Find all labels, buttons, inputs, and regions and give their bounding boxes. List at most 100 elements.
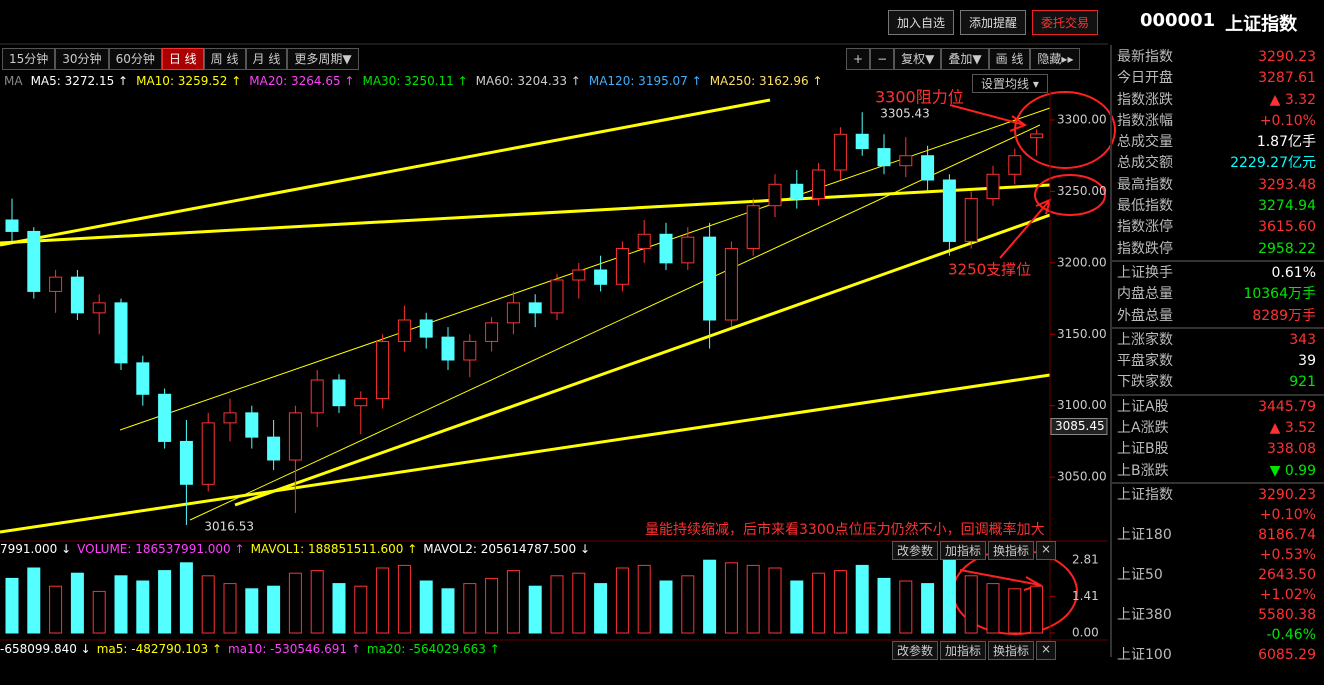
arrow	[959, 569, 1043, 591]
quote-label: 外盘总量	[1117, 307, 1173, 324]
period-button[interactable]: 更多周期▼	[287, 48, 359, 70]
index-value: 6085.29	[1258, 646, 1316, 663]
ma-settings-button[interactable]: 设置均线 ▾	[972, 74, 1048, 93]
quote-row: 上证A股 3445.79	[1112, 397, 1324, 418]
volume-bar	[528, 585, 542, 634]
ma-legend: MA MA5: 3272.15 ↑ MA10: 3259.52 ↑ MA20: 326…	[4, 74, 823, 88]
top-button[interactable]: 加入自选	[888, 10, 955, 35]
index-name: 上证100	[1117, 646, 1172, 663]
candle-body	[1008, 155, 1022, 175]
period-button[interactable]: 日 线	[161, 48, 204, 70]
annotation: 量能持续缩减，后市来看3300点位压力仍然不小，回调概率加大	[645, 521, 1045, 538]
trend-line	[189, 124, 1041, 521]
index-change: -0.46%	[1266, 626, 1316, 643]
candle-body	[201, 422, 215, 485]
period-button[interactable]: 30分钟	[55, 48, 109, 70]
quote-row: 指数涨停 3615.60	[1112, 217, 1324, 238]
index-row: -0.46%	[1117, 625, 1316, 645]
index-change: +0.53%	[1259, 546, 1316, 563]
volume-bar	[201, 575, 215, 634]
tool-button[interactable]: 叠加▼	[941, 48, 989, 70]
candle-body	[986, 173, 1000, 200]
quote-label: 指数跌停	[1117, 240, 1173, 257]
index-row: +0.53%	[1117, 545, 1316, 565]
quote-value: 0.61%	[1271, 264, 1316, 281]
indicator-button[interactable]: 加指标	[940, 641, 987, 660]
candle-body	[288, 412, 302, 461]
volume-bar	[288, 572, 302, 634]
volume-bar	[267, 585, 281, 634]
quote-value: 39	[1298, 353, 1316, 370]
period-button[interactable]: 周 线	[203, 48, 246, 70]
arrow	[949, 104, 1028, 132]
quote-panel: 最新指数 3290.23 今日开盘 3287.61 指数涨跌 ▲ 3.32 指数涨幅 +0.1…	[1110, 45, 1324, 663]
candle-body	[49, 276, 63, 292]
quote-row: 下跌家数 921	[1112, 372, 1324, 393]
candle-body	[136, 362, 150, 395]
tool-button[interactable]: +	[846, 48, 871, 70]
quote-row: 最新指数 3290.23	[1112, 47, 1324, 68]
quote-row: 总成交额 2229.27亿元	[1112, 153, 1324, 174]
quote-value: ▲ 3.52	[1269, 420, 1316, 437]
y-tick-label: 3150.00	[1057, 327, 1107, 341]
period-button[interactable]: 15分钟	[2, 48, 56, 70]
index-name: 上证180	[1117, 526, 1172, 543]
volume-bar	[485, 577, 499, 634]
index-value: 3290.23	[1258, 486, 1316, 503]
indicator-button[interactable]: 改参数	[892, 541, 939, 560]
indicator-button[interactable]: 换指标	[988, 641, 1035, 660]
quote-label: 上B涨跌	[1117, 462, 1169, 479]
index-row: 上证指数 3290.23	[1117, 485, 1316, 505]
quote-label: 最高指数	[1117, 176, 1173, 193]
top-buttons: 加入自选 添加提醒 委托交易	[888, 10, 1099, 35]
indicator-value: ma10: -530546.691 ↑	[228, 642, 361, 656]
indicator-button[interactable]: ×	[1036, 641, 1057, 660]
volume-bar	[397, 564, 411, 634]
indicator-button[interactable]: ×	[1036, 541, 1057, 560]
top-button[interactable]: 添加提醒	[960, 10, 1027, 35]
trend-line	[0, 183, 1051, 245]
volume-bar	[659, 580, 673, 634]
candle-body	[637, 233, 651, 250]
top-button[interactable]: 委托交易	[1032, 10, 1099, 35]
indicator-buttons: 改参数 加指标 换指标 ×	[892, 541, 1057, 560]
candle-body	[768, 183, 782, 207]
tool-button[interactable]: 隐藏▸▸	[1030, 48, 1081, 70]
candle-body	[899, 155, 913, 167]
indicator-value: 7991.000 ↓	[0, 542, 72, 556]
quote-value: 338.08	[1267, 441, 1316, 458]
tool-button[interactable]: 画 线	[988, 48, 1031, 70]
chart-canvas: 3050.00 3100.00 3150.00 3200.00 3250.00 3300.…	[0, 43, 1116, 657]
volume-bar	[833, 570, 847, 634]
period-button[interactable]: 月 线	[245, 48, 288, 70]
volume-bar	[790, 580, 804, 634]
ma-value: MA10: 3259.52 ↑	[136, 74, 242, 88]
volume-bar	[463, 583, 477, 634]
tool-button[interactable]: 复权▼	[894, 48, 942, 70]
indicator-button[interactable]: 换指标	[988, 541, 1035, 560]
candle-body	[419, 319, 433, 338]
index-row: +0.10%	[1117, 505, 1316, 525]
index-name: 上证指数	[1117, 486, 1173, 503]
indicator-value: -658099.840 ↓	[0, 642, 91, 656]
index-name: 上证380	[1117, 606, 1172, 623]
candle-body	[659, 233, 673, 264]
index-entry: 上证180 8186.74 +0.53%	[1112, 525, 1324, 565]
separator	[1112, 481, 1324, 485]
candle-body	[833, 133, 847, 171]
indicator-button[interactable]: 加指标	[940, 541, 987, 560]
candle-body	[245, 412, 259, 438]
quote-value: 3287.61	[1258, 70, 1316, 87]
indicator-button[interactable]: 改参数	[892, 641, 939, 660]
annotation: 3250支撑位	[948, 261, 1031, 279]
quote-label: 上A涨跌	[1117, 420, 1169, 437]
quote-label: 指数涨跌	[1117, 91, 1173, 108]
tool-button[interactable]: −	[870, 48, 895, 70]
quote-row: 上涨家数 343	[1112, 330, 1324, 351]
volume-bar	[1008, 588, 1022, 634]
period-button[interactable]: 60分钟	[108, 48, 162, 70]
quote-row: 最高指数 3293.48	[1112, 175, 1324, 196]
quote-label: 总成交量	[1117, 134, 1173, 151]
quote-label: 总成交额	[1117, 155, 1173, 172]
volume-bar	[615, 567, 629, 634]
